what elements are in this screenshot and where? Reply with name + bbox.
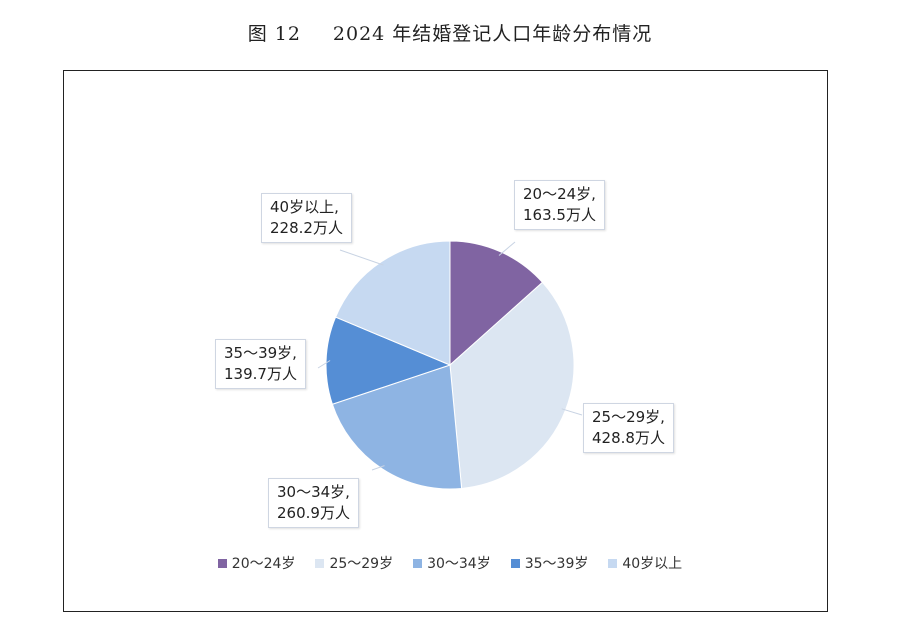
legend-label-35-39: 35～39岁 (524, 556, 589, 572)
data-label-40-plus-value: 228.2万人 (270, 219, 343, 237)
data-label-35-39-category: 35～39岁, (224, 344, 297, 362)
data-label-20-24: 20～24岁, 163.5万人 (514, 180, 605, 230)
data-label-35-39-value: 139.7万人 (224, 365, 297, 383)
data-label-25-29: 25～29岁, 428.8万人 (583, 403, 674, 453)
legend-swatch-40-plus (608, 558, 618, 568)
legend-label-40-plus: 40岁以上 (622, 556, 683, 572)
leader-line-20-24 (498, 241, 516, 256)
legend-label-30-34: 30～34岁 (427, 556, 491, 572)
legend-swatch-35-39 (510, 558, 520, 568)
data-label-25-29-category: 25～29岁, (592, 408, 665, 426)
data-label-30-34: 30～34岁, 260.9万人 (268, 478, 359, 528)
chart-frame (63, 70, 828, 612)
legend-swatch-25-29 (315, 558, 325, 568)
data-label-40-plus-category: 40岁以上, (270, 198, 339, 216)
data-label-35-39: 35～39岁, 139.7万人 (215, 339, 306, 389)
pie-slice-35-39 (325, 316, 452, 405)
data-label-30-34-category: 30～34岁, (277, 483, 350, 501)
legend-label-25-29: 25～29岁 (329, 556, 394, 572)
legend-item-40-plus: 40岁以上 (608, 553, 682, 573)
legend-swatch-20-24 (217, 558, 227, 568)
leader-line-40-plus (339, 249, 384, 266)
legend-item-25-29: 25～29岁 (315, 553, 393, 573)
data-label-20-24-value: 163.5万人 (523, 206, 596, 224)
data-label-40-plus: 40岁以上, 228.2万人 (261, 193, 352, 243)
legend: 20～24岁 25～29岁 30～34岁 35～39岁 40岁以上 (0, 553, 900, 573)
figure-number: 图 12 (247, 23, 301, 45)
legend-swatch-30-34 (413, 558, 423, 568)
leader-line-25-29 (561, 408, 583, 416)
data-label-30-34-value: 260.9万人 (277, 504, 350, 522)
pie-slice-30-34 (331, 364, 463, 490)
legend-item-35-39: 35～39岁 (510, 553, 589, 573)
leader-line-30-34 (371, 465, 385, 471)
legend-item-20-24: 20～24岁 (217, 553, 296, 573)
pie-slice-20-24 (449, 240, 544, 367)
legend-item-30-34: 30～34岁 (413, 553, 491, 573)
data-label-25-29-value: 428.8万人 (592, 429, 665, 447)
leader-line-35-39 (317, 360, 331, 369)
pie-slice-40-plus (334, 240, 451, 366)
data-label-20-24-category: 20～24岁, (523, 185, 596, 203)
legend-label-20-24: 20～24岁 (231, 556, 296, 572)
figure-title-text: 2024 年结婚登记人口年龄分布情况 (332, 23, 653, 45)
figure-title: 图 12 2024 年结婚登记人口年龄分布情况 (0, 19, 900, 46)
